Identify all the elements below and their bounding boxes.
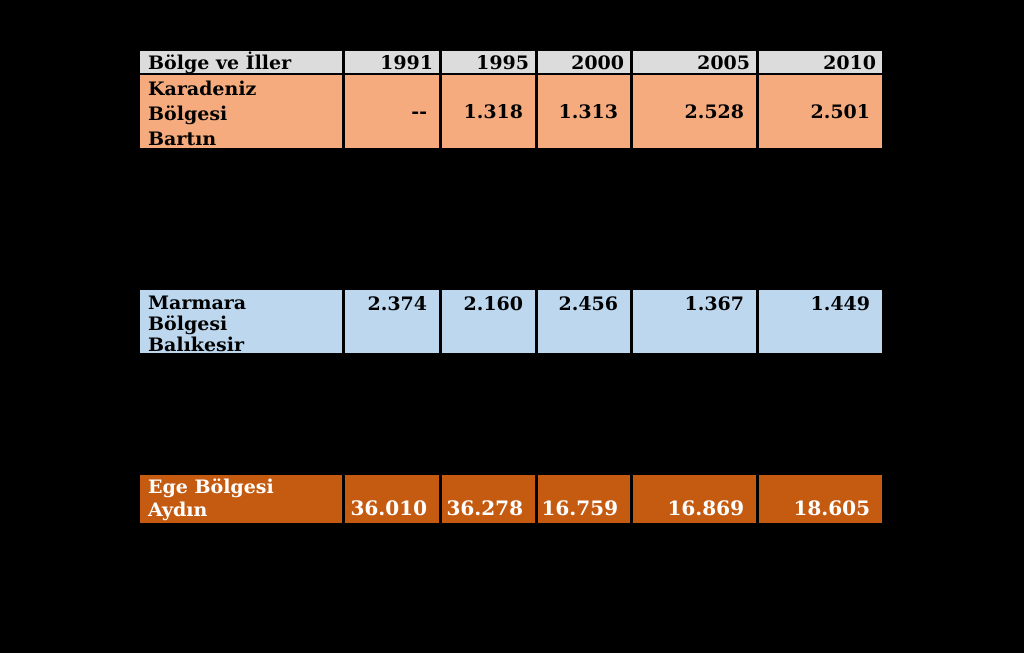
value-2010: 2.501: [759, 75, 884, 148]
row-label-line: Bartın: [148, 128, 217, 148]
table-row-marmara-balikesir: Marmara Bölgesi Balıkesir 2.374 2.160 2.…: [140, 290, 884, 356]
row-label-line: Bölgesi: [148, 103, 228, 125]
table-header-row: Bölge ve İller 1991 1995 2000 2005 2010: [140, 49, 884, 75]
table-row-ege-aydin: Ege Bölgesi Aydın 36.010 36.278 16.759 1…: [140, 475, 884, 526]
value-1995: 1.318: [442, 75, 538, 148]
value-2005: 2.528: [633, 75, 759, 148]
header-year-1991: 1991: [345, 51, 442, 73]
value-2005: 16.869: [633, 475, 759, 523]
row-label-line: Aydın: [148, 499, 208, 521]
header-region-cell: Bölge ve İller: [140, 51, 345, 73]
value-2000: 1.313: [538, 75, 633, 148]
table-row-karadeniz-bartin: Karadeniz Bölgesi Bartın -- 1.318 1.313 …: [140, 75, 884, 151]
row-label-line: Ege Bölgesi: [148, 476, 274, 498]
row-label-line: Marmara: [148, 292, 247, 314]
value-1991: 36.010: [345, 475, 442, 523]
value-1991: --: [345, 75, 442, 148]
row-label: Karadeniz Bölgesi Bartın: [140, 75, 345, 148]
value-2000: 2.456: [538, 290, 633, 353]
value-2010: 1.449: [759, 290, 884, 353]
row-label-line: Balıkesir: [148, 334, 244, 354]
value-1995: 2.160: [442, 290, 538, 353]
row-label: Marmara Bölgesi Balıkesir: [140, 290, 345, 353]
value-1995: 36.278: [442, 475, 538, 523]
value-1991: 2.374: [345, 290, 442, 353]
value-2010: 18.605: [759, 475, 884, 523]
value-2000: 16.759: [538, 475, 633, 523]
row-label-line: Bölgesi: [148, 313, 228, 335]
header-year-2000: 2000: [538, 51, 633, 73]
header-year-1995: 1995: [442, 51, 538, 73]
header-year-2010: 2010: [759, 51, 884, 73]
row-label-line: Karadeniz: [148, 78, 257, 100]
header-year-2005: 2005: [633, 51, 759, 73]
row-label: Ege Bölgesi Aydın: [140, 475, 345, 523]
value-2005: 1.367: [633, 290, 759, 353]
